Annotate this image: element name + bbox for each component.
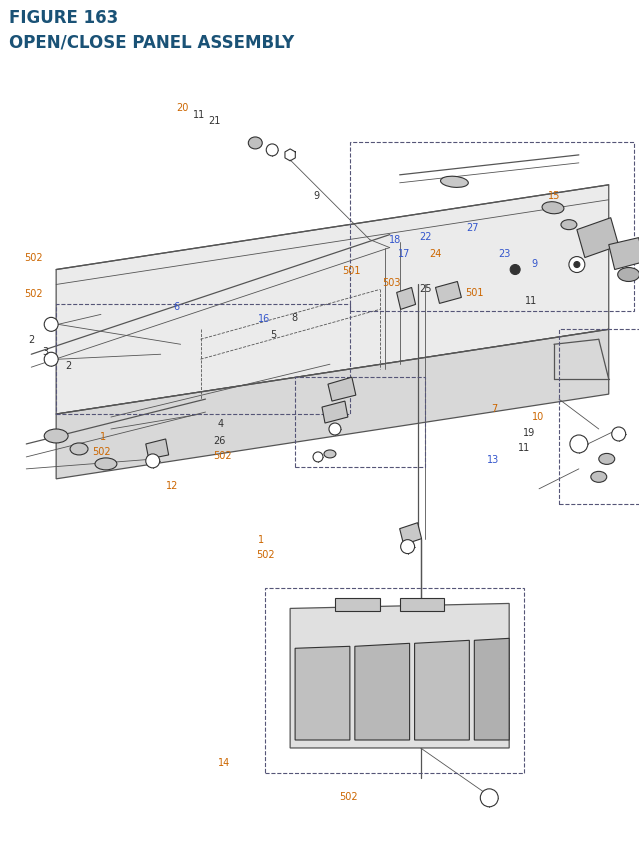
Text: 503: 503 [383, 278, 401, 288]
Text: 24: 24 [429, 249, 442, 259]
Text: 10: 10 [532, 412, 544, 422]
Text: 11: 11 [525, 295, 538, 305]
Ellipse shape [599, 454, 614, 465]
Text: 3: 3 [43, 347, 49, 356]
Text: 15: 15 [548, 190, 561, 201]
Text: 4: 4 [218, 418, 224, 429]
Text: 9: 9 [532, 259, 538, 269]
Polygon shape [415, 641, 469, 740]
Ellipse shape [440, 177, 468, 189]
Circle shape [570, 436, 588, 454]
Text: 12: 12 [166, 480, 178, 491]
Text: 2: 2 [28, 335, 35, 344]
Text: 7: 7 [491, 403, 497, 413]
Circle shape [480, 789, 498, 807]
Text: 18: 18 [389, 235, 401, 245]
Polygon shape [328, 378, 356, 401]
Polygon shape [56, 186, 609, 414]
Ellipse shape [591, 472, 607, 483]
Text: 502: 502 [339, 791, 358, 802]
Polygon shape [56, 330, 609, 480]
Ellipse shape [70, 443, 88, 455]
Text: 20: 20 [177, 103, 189, 113]
Ellipse shape [248, 138, 262, 150]
Polygon shape [397, 288, 415, 310]
Circle shape [266, 145, 278, 157]
Circle shape [329, 424, 341, 436]
Circle shape [510, 265, 520, 276]
Text: 502: 502 [24, 252, 42, 263]
Polygon shape [577, 219, 619, 258]
Circle shape [44, 353, 58, 367]
Ellipse shape [542, 202, 564, 214]
Text: 9: 9 [314, 190, 320, 201]
Text: 502: 502 [214, 450, 232, 461]
Polygon shape [290, 604, 509, 748]
Polygon shape [435, 282, 461, 304]
Polygon shape [146, 439, 169, 460]
Text: 23: 23 [499, 249, 511, 259]
Circle shape [44, 318, 58, 332]
Text: 502: 502 [92, 446, 111, 456]
Text: 502: 502 [24, 288, 42, 298]
Text: 6: 6 [173, 302, 180, 312]
Polygon shape [474, 639, 509, 740]
Text: 501: 501 [465, 288, 484, 297]
Ellipse shape [44, 430, 68, 443]
Text: 17: 17 [398, 249, 411, 259]
Circle shape [569, 257, 585, 273]
Text: 1: 1 [100, 431, 106, 442]
Polygon shape [322, 401, 348, 424]
Polygon shape [355, 643, 410, 740]
Text: 13: 13 [487, 455, 499, 465]
Text: 25: 25 [419, 283, 431, 294]
Ellipse shape [95, 458, 117, 470]
Text: 27: 27 [467, 223, 479, 233]
Text: 16: 16 [257, 314, 270, 324]
Text: 5: 5 [270, 330, 276, 339]
Circle shape [574, 263, 580, 269]
Polygon shape [399, 598, 444, 611]
Text: OPEN/CLOSE PANEL ASSEMBLY: OPEN/CLOSE PANEL ASSEMBLY [10, 34, 294, 51]
Text: 11: 11 [518, 443, 530, 453]
Polygon shape [609, 238, 640, 270]
Text: 14: 14 [218, 757, 230, 767]
Circle shape [146, 455, 160, 468]
Circle shape [313, 452, 323, 462]
Text: 11: 11 [193, 110, 205, 120]
Polygon shape [295, 647, 350, 740]
Ellipse shape [324, 450, 336, 458]
Text: 1: 1 [257, 535, 264, 545]
Text: 21: 21 [209, 116, 221, 126]
Ellipse shape [618, 269, 639, 282]
Text: 2: 2 [65, 361, 72, 370]
Text: 502: 502 [256, 549, 275, 560]
Ellipse shape [561, 220, 577, 231]
Text: 22: 22 [419, 232, 431, 242]
Polygon shape [335, 598, 380, 611]
Text: 26: 26 [214, 436, 226, 446]
Text: 501: 501 [342, 266, 361, 276]
Circle shape [612, 428, 626, 442]
Text: 19: 19 [523, 427, 535, 437]
Circle shape [401, 540, 415, 554]
Text: FIGURE 163: FIGURE 163 [10, 9, 118, 28]
Text: 8: 8 [291, 313, 298, 322]
Polygon shape [399, 523, 422, 545]
